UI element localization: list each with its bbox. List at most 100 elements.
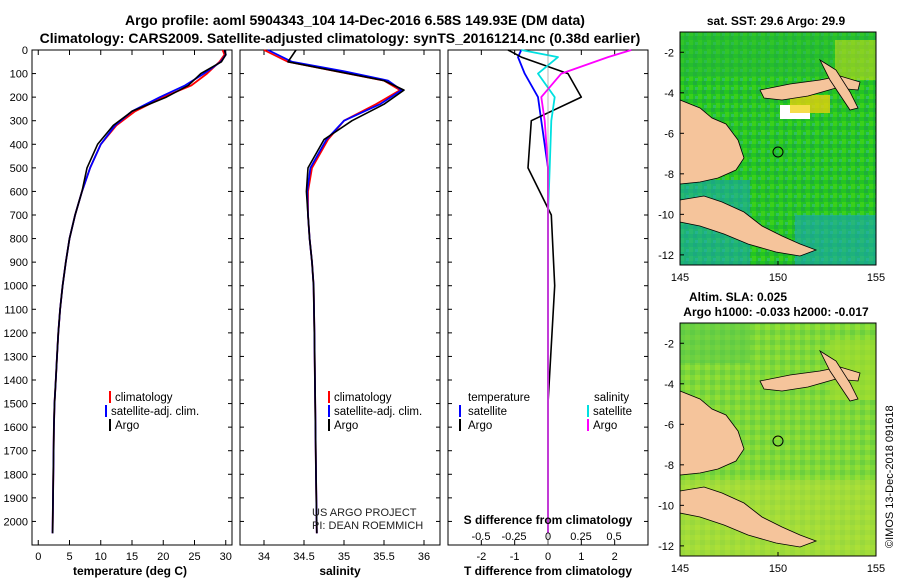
imos-credit: ©IMOS 13-Dec-2018 091618 [884, 405, 896, 548]
depth-tick-label: 0 [22, 45, 28, 57]
series-line-climatology [263, 49, 401, 534]
difference-x-axis: -2 -1 0 1 2 [476, 50, 618, 563]
x-tick-label: 30 [220, 551, 232, 563]
land-new-ireland [819, 349, 859, 402]
depth-tick-label: 800 [10, 234, 28, 246]
salinity-x-label: salinity [319, 564, 361, 578]
legend-label: climatology [115, 392, 173, 404]
sst-cool-patch [795, 215, 876, 265]
map-y-tick-label: -6 [664, 419, 674, 431]
depth-axis: 0 100 200 300 400 500 600 700 800 900 1000 1100 1200… [4, 45, 648, 528]
map-y-tick-label: -12 [658, 250, 674, 262]
legend-label: satellite-adj. clim. [111, 406, 199, 418]
legend-label: Argo [334, 420, 358, 432]
sla-map-title-line1: Altim. SLA: 0.025 [689, 290, 787, 304]
series-line-t-satellite [517, 49, 549, 534]
depth-tick-label: 1600 [4, 422, 28, 434]
x-tick-label: 0 [35, 551, 41, 563]
series-line-s-satellite [521, 49, 559, 534]
map-y-tick-label: -4 [664, 88, 674, 100]
sla-map-title-line2: Argo h1000: -0.033 h2000: -0.017 [683, 305, 869, 319]
difference-legend: temperature satellite Argo salinity sate… [459, 392, 632, 432]
series-line-satellite-adj-clim- [51, 49, 227, 534]
map-y-tick-label: -2 [664, 338, 674, 350]
difference-series [507, 49, 632, 545]
s-tick-label: 0 [545, 531, 551, 543]
x-tick-label: 10 [95, 551, 107, 563]
sst-map-axes: 145 150 155 -2 -4 -6 -8 -10 -12 [658, 47, 885, 284]
series-line-satellite-adj-clim- [267, 49, 403, 534]
s-tick-label: -0.5 [472, 531, 491, 543]
legend-label: climatology [334, 392, 392, 404]
salinity-series [263, 49, 405, 534]
land-new-guinea [679, 390, 745, 476]
depth-tick-label: 1800 [4, 469, 28, 481]
depth-tick-label: 2000 [4, 516, 28, 528]
x-tick-label: 25 [188, 551, 200, 563]
depth-tick-label: 700 [10, 210, 28, 222]
figure-title-line2: Climatology: CARS2009. Satellite-adjuste… [40, 30, 641, 46]
x-tick-label: 0 [545, 551, 551, 563]
legend-label: satellite-adj. clim. [334, 406, 422, 418]
x-tick-label: 15 [126, 551, 138, 563]
x-tick-label: 35.5 [373, 551, 394, 563]
depth-tick-label: 1100 [4, 304, 28, 316]
map-y-tick-label: -4 [664, 379, 674, 391]
x-tick-label: -2 [476, 551, 486, 563]
depth-tick-label: 200 [10, 92, 28, 104]
map-x-tick-label: 150 [769, 563, 787, 575]
s-difference-tick-labels: -0.5 -0.25 0 0.25 0.5 [472, 531, 622, 543]
legend-title-temperature: temperature [468, 392, 530, 404]
map-y-tick-label: -10 [658, 209, 674, 221]
t-difference-x-label: T difference from climatology [464, 564, 632, 578]
x-tick-label: 35 [338, 551, 350, 563]
land-new-guinea [679, 99, 745, 185]
map-x-tick-label: 155 [867, 272, 885, 284]
x-tick-label: 34.5 [293, 551, 314, 563]
sst-field-patch [680, 32, 876, 77]
map-y-tick-label: -6 [664, 128, 674, 140]
depth-tick-label: 400 [10, 139, 28, 151]
s-tick-label: 0.25 [570, 531, 591, 543]
series-line-argo [51, 49, 227, 534]
x-tick-label: 2 [612, 551, 618, 563]
legend-label: Argo [593, 420, 617, 432]
sla-low-patch [680, 323, 750, 363]
argo-location-marker [772, 146, 784, 158]
s-tick-label: 0.5 [606, 531, 621, 543]
sla-map-axes: 145 150 155 -2 -4 -6 -8 -10 -12 [658, 338, 885, 575]
depth-tick-label: 1700 [4, 446, 28, 458]
depth-tick-label: 1200 [4, 328, 28, 340]
series-line-t-argo [507, 49, 583, 534]
x-tick-label: 34 [258, 551, 270, 563]
temperature-legend: climatology satellite-adj. clim. Argo [105, 391, 199, 432]
temperature-x-label: temperature (deg C) [73, 564, 187, 578]
s-tick-label: -0.25 [501, 531, 526, 543]
s-difference-label: S difference from climatology [464, 513, 633, 527]
salinity-legend: climatology satellite-adj. clim. Argo [328, 391, 422, 432]
map-y-tick-label: -8 [664, 460, 674, 472]
depth-tick-label: 1500 [4, 399, 28, 411]
depth-tick-label: 600 [10, 186, 28, 198]
map-y-tick-label: -8 [664, 169, 674, 181]
depth-tick-label: 900 [10, 257, 28, 269]
map-y-tick-label: -12 [658, 541, 674, 553]
series-line-argo [287, 49, 405, 534]
salinity-panel-frame [239, 49, 441, 546]
depth-tick-label: 1400 [4, 375, 28, 387]
land-new-guinea-south [679, 486, 818, 548]
map-x-tick-label: 150 [769, 272, 787, 284]
depth-tick-label: 1000 [4, 281, 28, 293]
legend-label: satellite [468, 406, 507, 418]
map-y-tick-label: -2 [664, 47, 674, 59]
salinity-x-axis: 34 34.5 35 35.5 36 [258, 50, 430, 563]
depth-tick-label: 300 [10, 116, 28, 128]
depth-tick-label: 1300 [4, 351, 28, 363]
map-x-tick-label: 145 [671, 272, 689, 284]
depth-tick-label: 100 [10, 69, 28, 81]
map-x-tick-label: 155 [867, 563, 885, 575]
sst-map-title: sat. SST: 29.6 Argo: 29.9 [707, 14, 846, 28]
x-tick-label: -1 [510, 551, 520, 563]
argo-location-marker [772, 435, 784, 447]
